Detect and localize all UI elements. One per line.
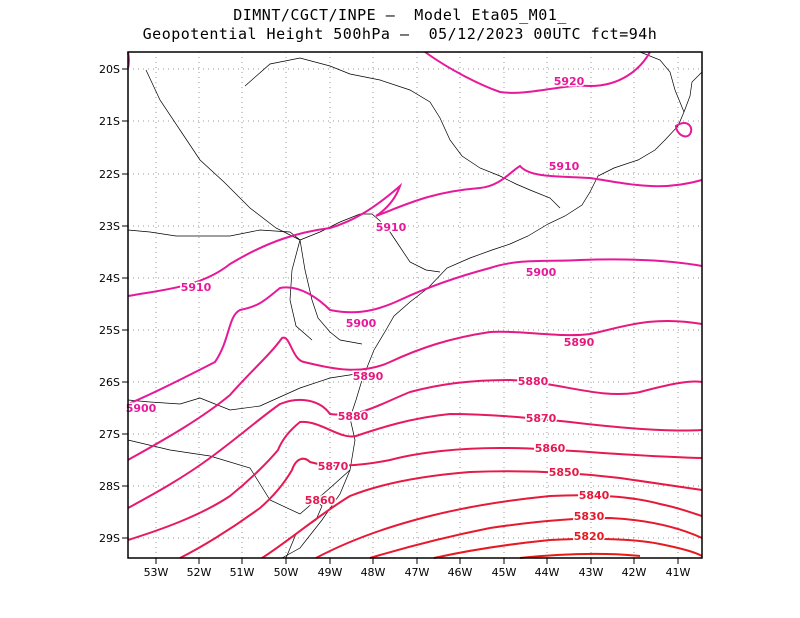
contour-lines bbox=[127, 51, 703, 559]
lat-tick-label: 28S bbox=[99, 480, 120, 493]
contour-line-5880 bbox=[127, 378, 703, 509]
state-border-sc-rs bbox=[127, 439, 351, 515]
lon-tick-label: 45W bbox=[492, 566, 517, 579]
contour-line-5860 bbox=[179, 446, 703, 559]
contour-label-5890: 5890 bbox=[353, 370, 384, 383]
contour-line-5890 bbox=[127, 319, 703, 461]
contour-label-5900: 5900 bbox=[346, 317, 377, 330]
lon-tick-label: 53W bbox=[144, 566, 169, 579]
lat-tick-label: 26S bbox=[99, 376, 120, 389]
state-border-pr-sc bbox=[199, 373, 357, 411]
river-parana bbox=[289, 239, 313, 341]
contour-label-5910: 5910 bbox=[549, 160, 580, 173]
state-border-ms bbox=[145, 69, 301, 241]
contour-line-5850 bbox=[261, 470, 703, 559]
coastline-north bbox=[639, 51, 685, 113]
lon-tick-label: 52W bbox=[187, 566, 212, 579]
map-grid bbox=[128, 52, 702, 558]
lat-tick-label: 20S bbox=[99, 63, 120, 76]
lat-tick-label: 24S bbox=[99, 272, 120, 285]
contour-line-5920 bbox=[424, 51, 651, 94]
contour-label-5870: 5870 bbox=[526, 412, 557, 425]
lat-tick-label: 22S bbox=[99, 168, 120, 181]
contour-label-5860: 5860 bbox=[305, 494, 336, 507]
lat-tick-label: 27S bbox=[99, 428, 120, 441]
contour-line-5810 bbox=[519, 552, 641, 559]
contour-label-5820: 5820 bbox=[574, 530, 605, 543]
contour-label-5890: 5890 bbox=[564, 336, 595, 349]
contour-line-5900 bbox=[127, 258, 703, 405]
contour-label-5880: 5880 bbox=[338, 410, 369, 423]
border-argentina bbox=[127, 397, 201, 405]
state-border-mg bbox=[244, 57, 561, 209]
contour-label-5880: 5880 bbox=[518, 375, 549, 388]
state-border-sp-pr bbox=[299, 213, 441, 273]
lat-tick-label: 29S bbox=[99, 532, 120, 545]
lon-tick-label: 51W bbox=[230, 566, 255, 579]
lon-tick-label: 42W bbox=[622, 566, 647, 579]
contour-label-5860: 5860 bbox=[535, 442, 566, 455]
contour-label-5870: 5870 bbox=[318, 460, 349, 473]
contour-label-5910: 5910 bbox=[181, 281, 212, 294]
lon-tick-label: 48W bbox=[361, 566, 386, 579]
title-line-1: DIMNT/CGCT/INPE – Model Eta05_M01_ bbox=[233, 6, 567, 24]
lon-axis: 53W 52W 51W 50W 49W 48W 47W 46W 45W 44W 43W 42W 41W bbox=[144, 558, 691, 579]
border-paraguay bbox=[127, 229, 363, 345]
contour-label-5900: 5900 bbox=[126, 402, 157, 415]
lon-tick-label: 46W bbox=[448, 566, 473, 579]
contour-label-5840: 5840 bbox=[579, 489, 610, 502]
lon-tick-label: 49W bbox=[318, 566, 343, 579]
coastline bbox=[127, 51, 703, 559]
lat-axis: 20S 21S 22S 23S 24S 25S 26S 27S 28S 29S bbox=[99, 63, 128, 545]
lat-tick-label: 23S bbox=[99, 220, 120, 233]
contour-line-5910-a bbox=[127, 164, 703, 297]
contour-line-5820 bbox=[433, 537, 703, 559]
lon-tick-label: 43W bbox=[579, 566, 604, 579]
contour-line-5830 bbox=[369, 516, 703, 559]
contour-line-5840 bbox=[315, 494, 703, 559]
lon-tick-label: 44W bbox=[535, 566, 560, 579]
contour-label-5900: 5900 bbox=[526, 266, 557, 279]
contour-label-5920: 5920 bbox=[554, 75, 585, 88]
contour-labels: 5920 5910 5910 5910 5900 5900 5900 5890 5890 5880… bbox=[124, 74, 611, 545]
lon-tick-label: 47W bbox=[405, 566, 430, 579]
contour-label-5830: 5830 bbox=[574, 510, 605, 523]
map-frame bbox=[127, 51, 703, 559]
lon-tick-label: 50W bbox=[274, 566, 299, 579]
lat-tick-label: 21S bbox=[99, 115, 120, 128]
contour-label-5850: 5850 bbox=[549, 466, 580, 479]
contour-line-5910-c bbox=[674, 122, 693, 138]
title-line-2: Geopotential Height 500hPa – 05/12/2023 … bbox=[142, 25, 658, 43]
coastline-atlantic bbox=[281, 71, 703, 559]
lat-tick-label: 25S bbox=[99, 324, 120, 337]
lon-tick-label: 41W bbox=[666, 566, 691, 579]
contour-label-5910: 5910 bbox=[376, 221, 407, 234]
contour-line-5870 bbox=[127, 412, 703, 541]
